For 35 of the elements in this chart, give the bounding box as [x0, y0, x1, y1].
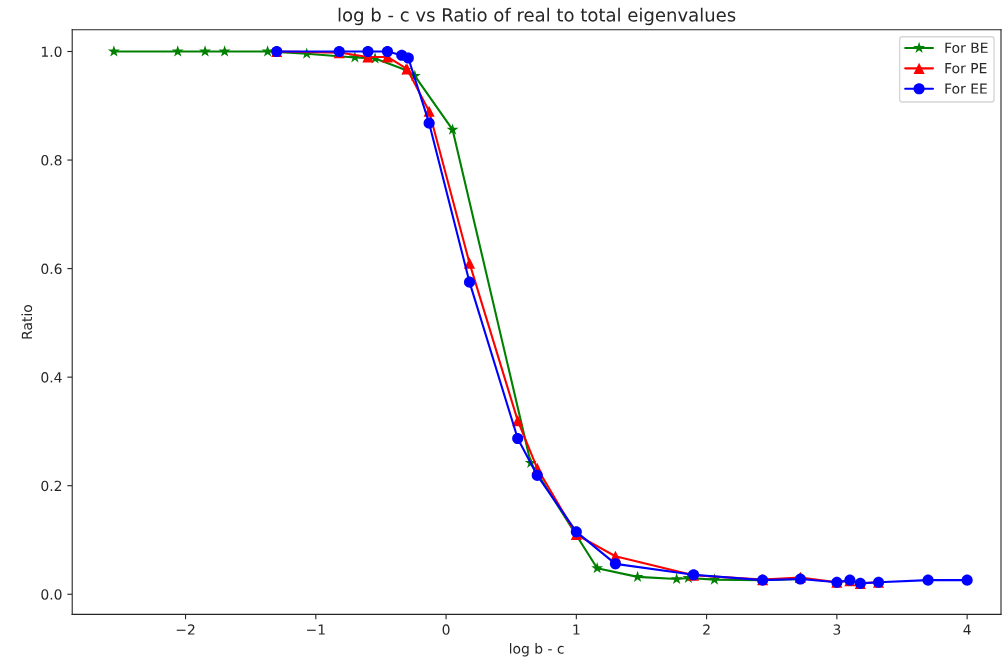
y-tick-label: 0.0 — [41, 589, 62, 600]
point — [218, 45, 231, 57]
point — [362, 45, 374, 58]
point — [381, 45, 394, 58]
x-tick-label: 0 — [442, 624, 450, 635]
y-axis-title: Ratio — [21, 305, 33, 339]
point — [531, 469, 543, 481]
y-tick-label: 1.0 — [41, 46, 62, 57]
point — [670, 572, 683, 585]
point — [922, 574, 934, 586]
y-tick-label: 0.8 — [41, 155, 62, 166]
x-tick-label: 1 — [573, 624, 580, 635]
legend-label: For EE — [945, 83, 987, 94]
point — [402, 52, 414, 64]
x-tick-label: 4 — [963, 624, 971, 635]
x-tick-label: −2 — [176, 624, 195, 635]
legend-label: For BE — [945, 42, 988, 54]
x-axis-title: log b - c — [509, 643, 564, 657]
point — [423, 117, 435, 129]
point — [591, 561, 604, 574]
y-tick-label: 0.4 — [41, 372, 62, 383]
x-tick-label: −1 — [307, 624, 325, 635]
point — [107, 45, 120, 57]
x-tick-label: 3 — [833, 624, 841, 635]
point — [609, 558, 621, 570]
legend-label: For PE — [945, 63, 987, 74]
point — [961, 574, 973, 586]
y-tick-label: 0.6 — [41, 263, 62, 275]
point — [512, 415, 524, 427]
y-tick-label: 0.2 — [41, 480, 62, 492]
point — [446, 123, 459, 135]
chart-title: log b - c vs Ratio of real to total eigenvalues — [338, 7, 736, 26]
x-tick-label: 2 — [703, 624, 710, 635]
point — [463, 276, 476, 288]
point — [512, 432, 524, 445]
